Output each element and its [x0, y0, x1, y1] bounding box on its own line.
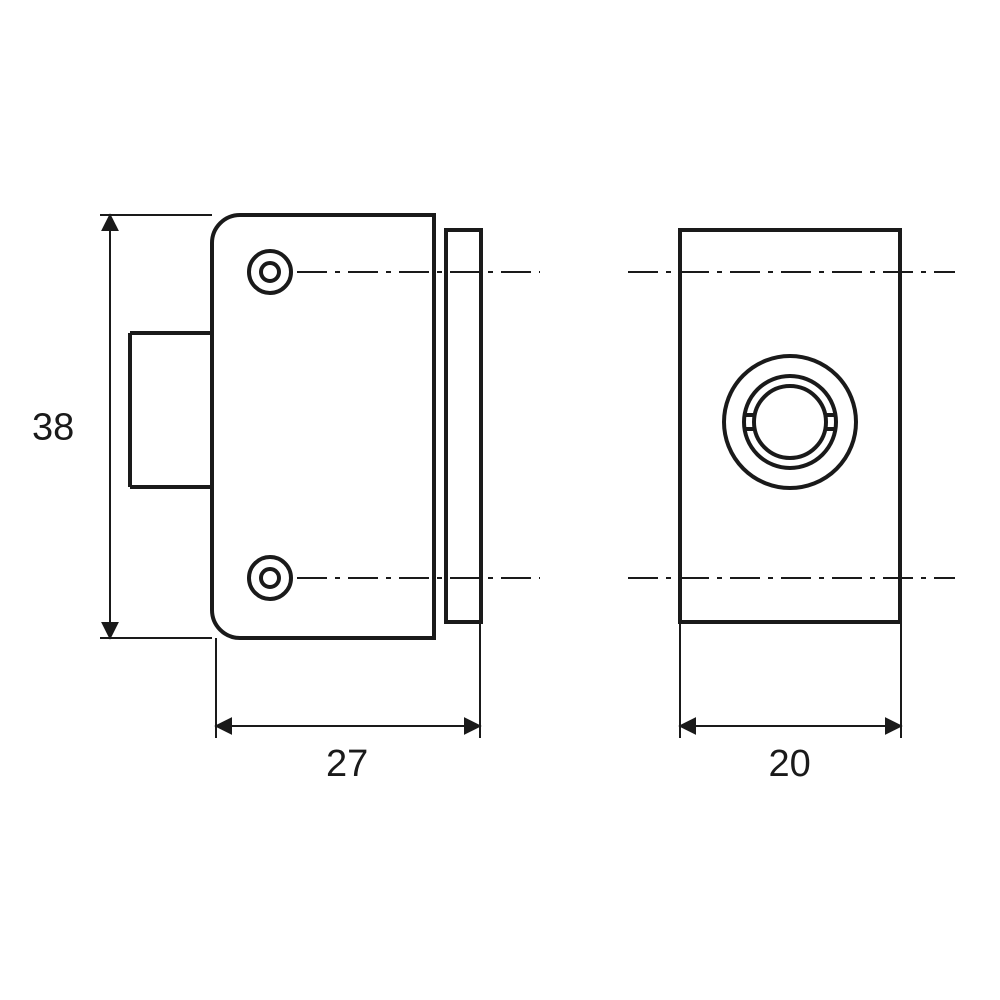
screw-hole-top-outer	[249, 251, 291, 293]
screw-hole-top-inner	[261, 263, 279, 281]
right-body	[680, 230, 900, 622]
cylinder-inner	[754, 386, 826, 458]
screw-hole-bottom-outer	[249, 557, 291, 599]
dim-label-width-right: 20	[769, 743, 811, 785]
screw-hole-bottom-inner	[261, 569, 279, 587]
technical-drawing: 38 27 20	[0, 0, 1000, 1000]
dim-label-height: 38	[32, 407, 74, 449]
left-flange	[446, 230, 481, 622]
dim-label-width-left: 27	[326, 743, 368, 785]
left-body	[212, 215, 434, 638]
cylinder-mid	[744, 376, 836, 468]
